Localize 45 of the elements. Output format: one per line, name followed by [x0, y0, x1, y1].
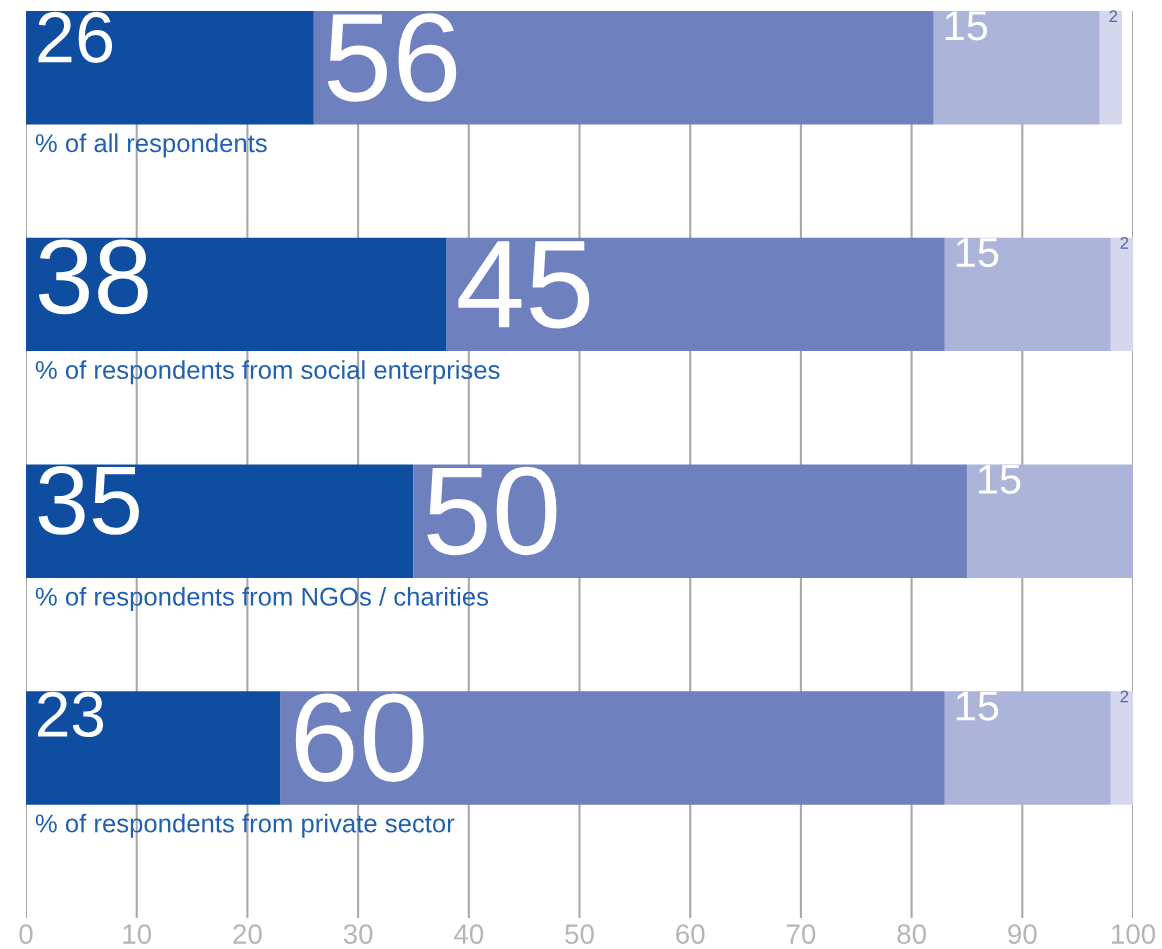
- data-label: 45: [458, 241, 590, 329]
- data-label: 2: [1120, 237, 1129, 249]
- bar: [313, 11, 934, 125]
- x-tick-label: 40: [453, 924, 484, 944]
- y-tick-label: % of respondents from NGOs / charities: [35, 586, 489, 611]
- x-tick-label: 70: [786, 924, 816, 944]
- data-label: 35: [38, 465, 139, 535]
- bar: [26, 237, 447, 352]
- bar: [446, 237, 945, 352]
- x-tick-label: 80: [897, 924, 926, 944]
- bar: [1110, 237, 1133, 352]
- bar: [280, 691, 945, 805]
- bar: [1099, 11, 1122, 125]
- x-tick-label: 90: [1008, 924, 1037, 944]
- x-tick-label: 0: [19, 924, 33, 944]
- bar: [26, 464, 414, 578]
- x-tick-label: 100: [1111, 924, 1156, 944]
- data-label: 50: [427, 466, 557, 556]
- data-label: 15: [956, 691, 999, 721]
- data-label: 26: [38, 11, 113, 63]
- y-tick-label: % of respondents from social enterprises: [35, 360, 500, 385]
- bar: [1110, 691, 1133, 805]
- bar: [26, 11, 314, 125]
- data-label: 2: [1109, 10, 1118, 22]
- data-label: 15: [956, 238, 999, 268]
- bar: [413, 464, 967, 578]
- x-tick-label: 60: [676, 924, 705, 944]
- data-label: 56: [327, 13, 457, 102]
- bar: [26, 691, 281, 805]
- data-label: 60: [295, 693, 424, 782]
- y-tick-label: % of respondents from private sector: [35, 813, 455, 838]
- x-tick-label: 10: [123, 924, 152, 944]
- x-tick-label: 50: [565, 924, 594, 944]
- bar: [944, 691, 1111, 805]
- x-tick-label: 20: [233, 924, 262, 944]
- data-label: 38: [38, 239, 148, 315]
- x-tick-label: 30: [343, 924, 373, 944]
- bar: [933, 11, 1100, 125]
- data-label: 15: [945, 11, 988, 41]
- data-label: 15: [978, 464, 1021, 494]
- data-label: 2: [1120, 690, 1129, 703]
- bar: [944, 237, 1111, 352]
- data-label: 23: [38, 691, 104, 738]
- bar: [966, 464, 1133, 578]
- y-tick-label: % of all respondents: [35, 133, 267, 158]
